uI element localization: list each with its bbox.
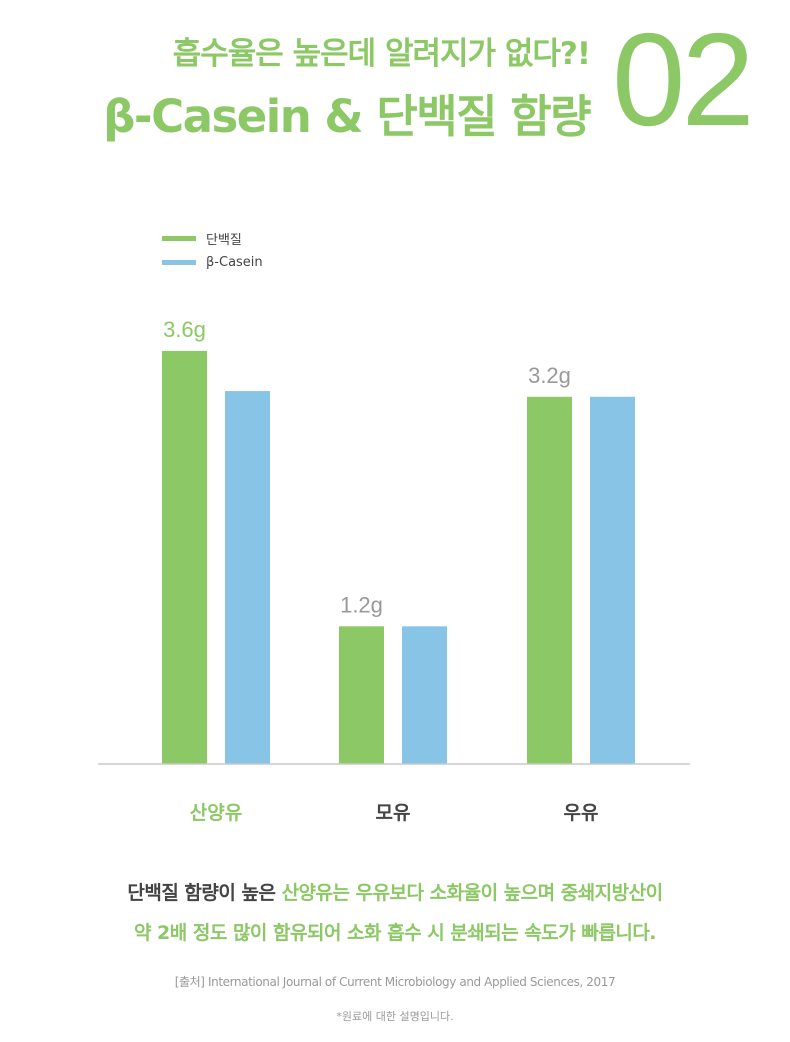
bar-protein-3 (527, 396, 572, 764)
description-line-1: 단백질 함량이 높은 산양유는 우유보다 소화율이 높으며 중쇄지방산이 (0, 878, 790, 905)
legend-item-beta-casein: β-Casein (162, 250, 263, 274)
legend-swatch-beta-casein (162, 259, 196, 265)
page-subtitle: 흡수율은 높은데 알려지가 없다?! (172, 36, 591, 72)
source-citation: [출처] International Journal of Current Mi… (174, 975, 616, 989)
data-label-2: 1.2g (340, 592, 383, 617)
chart-legend: 단백질 β-Casein (162, 226, 263, 274)
data-label-3: 3.2g (528, 363, 571, 388)
description-highlight-text: 산양유는 우유보다 소화율이 높으며 중쇄지방산이 (281, 882, 664, 904)
legend-label-beta-casein: β-Casein (206, 254, 263, 270)
page-title: β-Casein & 단백질 함량 (103, 90, 591, 143)
legend-item-protein: 단백질 (162, 226, 263, 250)
category-label-1: 산양유 (190, 802, 242, 824)
bar-beta-casein-2 (402, 626, 447, 764)
bar-beta-casein-1 (225, 391, 270, 764)
section-number: 02 (612, 6, 755, 153)
bar-protein-2 (339, 626, 384, 764)
category-label-3: 우유 (564, 802, 599, 824)
category-label-2: 모유 (376, 802, 411, 824)
disclaimer: *원료에 대한 설명입니다. (336, 1010, 454, 1023)
legend-swatch-protein (162, 235, 196, 241)
legend-label-protein: 단백질 (206, 232, 242, 248)
description-plain-text: 단백질 함량이 높은 (127, 882, 282, 904)
bar-protein-1 (162, 350, 207, 764)
bar-beta-casein-3 (590, 396, 635, 764)
header: 흡수율은 높은데 알려지가 없다?! β-Casein & 단백질 함량 02 (0, 0, 790, 150)
description-line-2: 약 2배 정도 많이 함유되어 소화 흡수 시 분쇄되는 속도가 빠릅니다. (133, 922, 657, 944)
data-label-1: 3.6g (163, 317, 206, 342)
